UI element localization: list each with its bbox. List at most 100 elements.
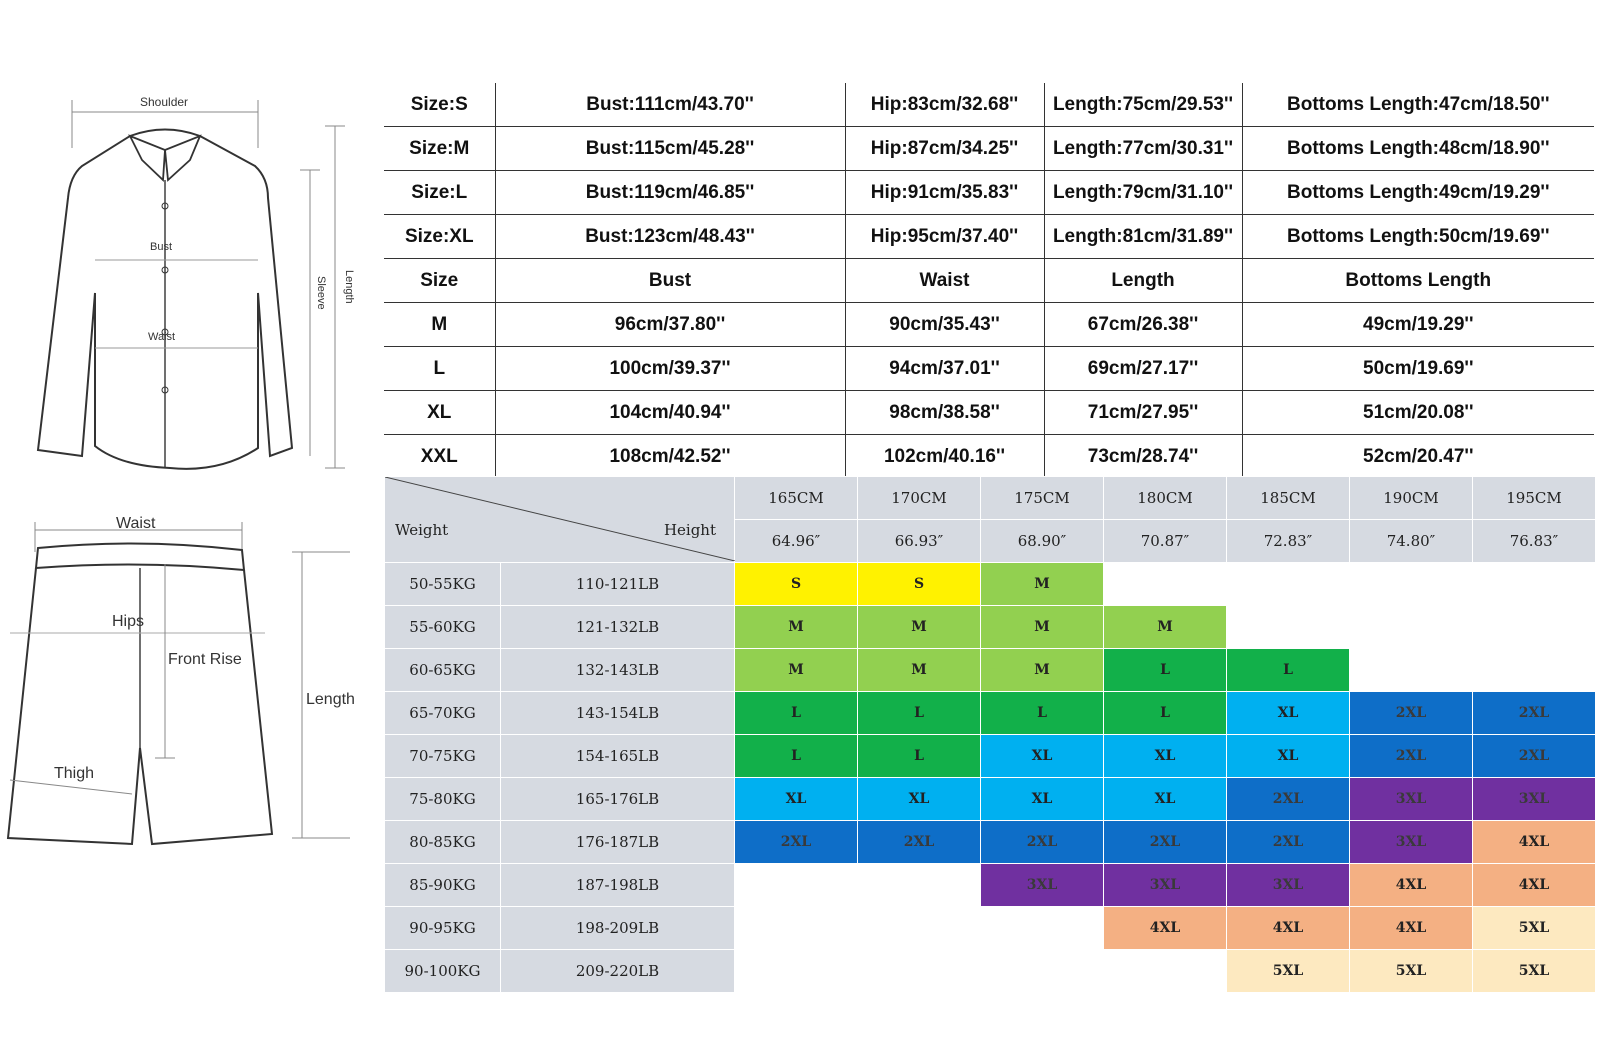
size-cell: 3XL bbox=[1349, 777, 1473, 821]
size-cell: L bbox=[857, 734, 981, 778]
weight-kg-cell: 55-60KG bbox=[384, 605, 501, 649]
shorts-length-label: Length bbox=[306, 691, 355, 708]
weight-lb-cell: 187-198LB bbox=[500, 863, 735, 907]
weight-lb-cell: 121-132LB bbox=[500, 605, 735, 649]
size-cell: L bbox=[1103, 648, 1227, 692]
height-cm-header: 175CM bbox=[980, 476, 1104, 520]
size-cell: 2XL bbox=[1349, 734, 1473, 778]
size-cell: XL bbox=[1226, 734, 1350, 778]
weight-lb-cell: 154-165LB bbox=[500, 734, 735, 778]
measurement-cell: 73cm/28.74'' bbox=[1043, 434, 1242, 479]
height-in-header: 70.87″ bbox=[1103, 519, 1227, 563]
size-cell: 4XL bbox=[1349, 863, 1473, 907]
size-cell: 2XL bbox=[1472, 691, 1596, 735]
weight-lb-cell: 110-121LB bbox=[500, 562, 735, 606]
measurement-cell: Size:S bbox=[384, 83, 495, 127]
weight-row: 50-55KG 110-121LB S S M bbox=[384, 562, 1596, 606]
size-cell bbox=[1226, 605, 1350, 649]
weight-kg-cell: 50-55KG bbox=[384, 562, 501, 606]
size-cell: 4XL bbox=[1349, 906, 1473, 950]
weight-kg-cell: 85-90KG bbox=[384, 863, 501, 907]
measurement-cell: XXL bbox=[384, 434, 495, 479]
size-cell: 2XL bbox=[1349, 691, 1473, 735]
size-cell: XL bbox=[980, 777, 1104, 821]
size-cell: M bbox=[1103, 605, 1227, 649]
size-cell bbox=[1472, 648, 1596, 692]
size-cell: L bbox=[734, 691, 858, 735]
height-cm-header: 185CM bbox=[1226, 476, 1350, 520]
size-cell: M bbox=[980, 648, 1104, 692]
weight-row: 55-60KG 121-132LB M M M M bbox=[384, 605, 1596, 649]
size-cell: 4XL bbox=[1472, 863, 1596, 907]
weight-kg-cell: 90-95KG bbox=[384, 906, 501, 950]
size-cell: XL bbox=[734, 777, 858, 821]
size-cell: 3XL bbox=[980, 863, 1104, 907]
height-cm-header: 180CM bbox=[1103, 476, 1227, 520]
size-cell: 3XL bbox=[1472, 777, 1596, 821]
measurement-cell: Bust bbox=[494, 258, 845, 303]
size-cell: 5XL bbox=[1349, 949, 1473, 993]
size-cell: XL bbox=[857, 777, 981, 821]
size-cell: M bbox=[980, 605, 1104, 649]
size-cell: 5XL bbox=[1472, 906, 1596, 950]
measurement-cell: 51cm/20.08'' bbox=[1241, 390, 1594, 435]
size-cell bbox=[1103, 949, 1227, 993]
size-cell bbox=[857, 906, 981, 950]
measurement-cell: Bust:119cm/46.85'' bbox=[494, 170, 845, 215]
measurement-cell: 104cm/40.94'' bbox=[494, 390, 845, 435]
shirt-length-label: Length bbox=[343, 270, 355, 304]
weight-lb-cell: 176-187LB bbox=[500, 820, 735, 864]
measurement-cell: Size:L bbox=[384, 170, 495, 215]
size-cell: 2XL bbox=[1472, 734, 1596, 778]
measurement-row: XXL 108cm/42.52'' 102cm/40.16'' 73cm/28.74'… bbox=[384, 434, 1594, 479]
waist-label: Waist bbox=[148, 331, 175, 343]
weight-kg-cell: 75-80KG bbox=[384, 777, 501, 821]
measurement-cell: 90cm/35.43'' bbox=[844, 302, 1044, 347]
measurement-cell: 67cm/26.38'' bbox=[1043, 302, 1242, 347]
measurement-cell: 102cm/40.16'' bbox=[844, 434, 1044, 479]
size-cell bbox=[1226, 562, 1350, 606]
weight-lb-cell: 209-220LB bbox=[500, 949, 735, 993]
weight-kg-cell: 90-100KG bbox=[384, 949, 501, 993]
measurement-row: Size Bust Waist Length Bottoms Length bbox=[384, 258, 1594, 303]
bust-label: Bust bbox=[150, 241, 172, 253]
size-cell bbox=[734, 906, 858, 950]
size-cell: L bbox=[734, 734, 858, 778]
weight-lb-cell: 132-143LB bbox=[500, 648, 735, 692]
size-cell bbox=[1349, 562, 1473, 606]
height-cm-row: Weight Height 165CM 170CM 175CM 180CM 185CM 1… bbox=[384, 476, 1596, 563]
shoulder-label: Shoulder bbox=[140, 95, 188, 109]
measurement-cell: 69cm/27.17'' bbox=[1043, 346, 1242, 391]
size-cell: 5XL bbox=[1226, 949, 1350, 993]
measurement-cell: M bbox=[384, 302, 495, 347]
measurement-row: XL 104cm/40.94'' 98cm/38.58'' 71cm/27.95'' 5… bbox=[384, 390, 1594, 435]
weight-header: Weight bbox=[395, 521, 449, 539]
weight-row: 80-85KG 176-187LB 2XL 2XL 2XL 2XL 2XL 3XL 4XL bbox=[384, 820, 1596, 864]
weight-lb-cell: 143-154LB bbox=[500, 691, 735, 735]
measurement-cell: Length bbox=[1043, 258, 1242, 303]
weight-row: 60-65KG 132-143LB M M M L L bbox=[384, 648, 1596, 692]
size-cell: M bbox=[734, 605, 858, 649]
measurement-cell: Hip:95cm/37.40'' bbox=[844, 214, 1044, 259]
measurement-table: Size:S Bust:111cm/43.70'' Hip:83cm/32.68''… bbox=[384, 83, 1594, 479]
size-cell: 4XL bbox=[1472, 820, 1596, 864]
size-cell: L bbox=[857, 691, 981, 735]
size-cell: M bbox=[734, 648, 858, 692]
measurement-cell: Bottoms Length:48cm/18.90'' bbox=[1241, 126, 1594, 171]
measurement-cell: Hip:83cm/32.68'' bbox=[844, 83, 1044, 127]
height-in-header: 64.96″ bbox=[734, 519, 858, 563]
measurement-cell: 71cm/27.95'' bbox=[1043, 390, 1242, 435]
measurement-cell: Bottoms Length:47cm/18.50'' bbox=[1241, 83, 1594, 127]
size-cell bbox=[857, 863, 981, 907]
size-cell: L bbox=[1226, 648, 1350, 692]
size-cell: M bbox=[857, 605, 981, 649]
weight-height-corner: Weight Height bbox=[384, 476, 735, 563]
measurement-cell: 96cm/37.80'' bbox=[494, 302, 845, 347]
shorts-waist-label: Waist bbox=[116, 515, 156, 532]
size-cell bbox=[1349, 648, 1473, 692]
measurement-cell: Length:81cm/31.89'' bbox=[1043, 214, 1242, 259]
measurement-row: M 96cm/37.80'' 90cm/35.43'' 67cm/26.38'' 49c… bbox=[384, 302, 1594, 347]
measurement-cell: Size bbox=[384, 258, 495, 303]
size-cell: XL bbox=[980, 734, 1104, 778]
measurement-cell: Waist bbox=[844, 258, 1044, 303]
